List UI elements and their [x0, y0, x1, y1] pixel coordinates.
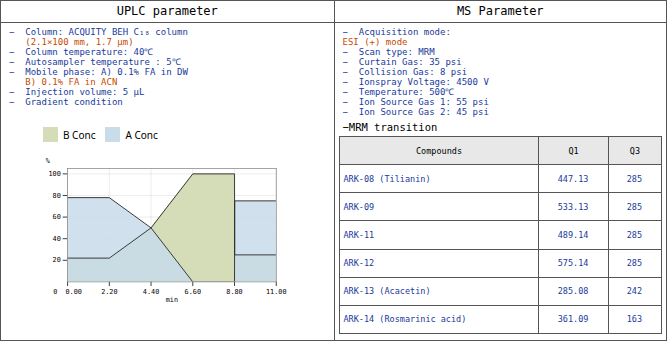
html-text:163: 163 — [626, 314, 643, 325]
html-text:(2.1×100 mm, 1.7 μm): (2.1×100 mm, 1.7 μm) — [9, 37, 134, 47]
html-text:− Injection volume: 5 μL: − Injection volume: 5 μL — [9, 87, 145, 97]
html-text:− Column: ACQUITY BEH C₁₈ colu: − Column: ACQUITY BEH C₁₈ column — [9, 27, 188, 37]
html-text:489.14: 489.14 — [557, 230, 589, 240]
html-text:242: 242 — [626, 286, 643, 297]
svg-text:0 0.00: 0 0.00 — [53, 288, 82, 296]
html-text:UPLC parameter: UPLC parameter — [116, 4, 218, 18]
html-text:− Scan type: MRM: − Scan type: MRM — [342, 47, 435, 57]
html-text:Q3: Q3 — [629, 145, 640, 156]
svg-text:20: 20 — [53, 256, 61, 264]
html-text:− Collision Gas: 8 psi: − Collision Gas: 8 psi — [342, 67, 468, 77]
svg-text:60: 60 — [53, 213, 61, 221]
svg-text:40: 40 — [53, 235, 61, 243]
html-text:Compounds: Compounds — [415, 145, 462, 156]
svg-text:6.60: 6.60 — [185, 288, 201, 296]
svg-text:2.20: 2.20 — [101, 288, 117, 296]
html-text:447.13: 447.13 — [557, 173, 589, 184]
html-text:− Ion Source Gas 2: 45 psi: − Ion Source Gas 2: 45 psi — [342, 107, 489, 117]
html-text:ARK-12: ARK-12 — [343, 258, 375, 269]
html-text:ARK-13 (Acacetin): ARK-13 (Acacetin) — [343, 286, 431, 297]
html-text:575.14: 575.14 — [557, 258, 589, 269]
html-text:A Conc: A Conc — [125, 127, 158, 142]
html-text:285.08: 285.08 — [557, 286, 589, 297]
html-text:− Curtain Gas: 35 psi: − Curtain Gas: 35 psi — [342, 57, 462, 67]
html-text:285: 285 — [626, 201, 643, 212]
html-text:− Column temperature: 40℃: − Column temperature: 40℃ — [9, 47, 154, 57]
html-text:− Autosampler temperature : 5℃: − Autosampler temperature : 5℃ — [9, 57, 181, 67]
svg-text:80: 80 — [53, 192, 61, 200]
svg-text:%: % — [46, 157, 50, 165]
svg-text:min: min — [166, 296, 178, 304]
svg-text:4.40: 4.40 — [143, 288, 159, 296]
html-text:− Ionspray Voltage: 4500 V: − Ionspray Voltage: 4500 V — [342, 77, 489, 87]
html-text:285: 285 — [626, 258, 643, 269]
html-text:− Mobile phase: A) 0.1% FA in: − Mobile phase: A) 0.1% FA in DW — [9, 67, 188, 77]
html-text:ARK-11: ARK-11 — [343, 230, 375, 240]
html-text:285: 285 — [626, 173, 643, 184]
html-text:− Temperature: 500℃: − Temperature: 500℃ — [342, 87, 455, 97]
html-text:ARK-08 (Tilianin): ARK-08 (Tilianin) — [343, 173, 431, 184]
html-text:285: 285 — [626, 230, 643, 240]
html-text:− Ion Source Gas 1: 55 psi: − Ion Source Gas 1: 55 psi — [342, 97, 489, 107]
html-text:B Conc: B Conc — [63, 127, 96, 142]
html-text:533.13: 533.13 — [557, 201, 589, 212]
html-text:B) 0.1% FA in ACN: B) 0.1% FA in ACN — [9, 77, 118, 87]
svg-text:100: 100 — [48, 170, 60, 178]
svg-text:11.00: 11.00 — [266, 288, 286, 296]
html-text:− Gradient condition: − Gradient condition — [9, 97, 123, 107]
html-text:Q1: Q1 — [568, 145, 579, 156]
html-text:361.09: 361.09 — [557, 314, 589, 325]
html-text:ARK-14 (Rosmarinic acid): ARK-14 (Rosmarinic acid) — [343, 314, 467, 325]
html-text:−MRM transition: −MRM transition — [342, 121, 438, 133]
html-text:MS Parameter: MS Parameter — [456, 4, 544, 18]
html-text:ARK-09: ARK-09 — [343, 201, 375, 212]
svg-text:8.80: 8.80 — [226, 288, 242, 296]
html-text:ESI (+) mode: ESI (+) mode — [342, 37, 408, 47]
html-text:− Acquisition mode:: − Acquisition mode: — [342, 27, 451, 37]
